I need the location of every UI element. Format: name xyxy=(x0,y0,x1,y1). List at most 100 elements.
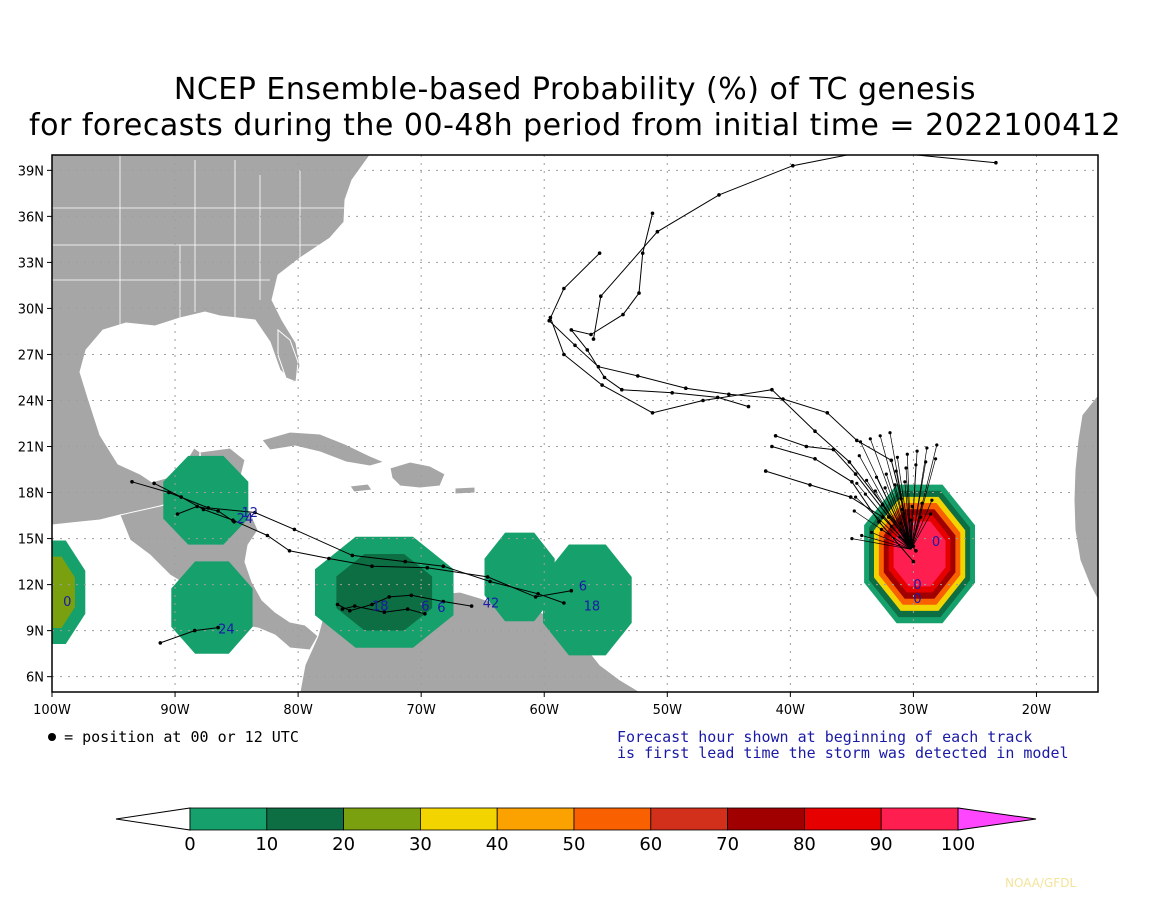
track-dot xyxy=(865,478,869,482)
track-dot xyxy=(562,352,566,357)
track-dot xyxy=(888,431,892,435)
probability-contour xyxy=(543,544,632,656)
track-dot xyxy=(919,515,923,519)
track-dot xyxy=(327,556,331,561)
track-dot xyxy=(907,544,912,548)
lat-label: 9N xyxy=(26,625,44,640)
track-dot xyxy=(879,527,884,532)
track-dot xyxy=(469,604,474,608)
track-dot xyxy=(684,386,688,391)
track-dot xyxy=(589,332,593,337)
track-dot xyxy=(873,489,877,493)
track-dot xyxy=(192,628,197,633)
track-dot xyxy=(547,318,551,323)
storm-track xyxy=(861,535,912,550)
track-dot xyxy=(905,536,910,541)
track-dot xyxy=(934,457,938,461)
track-dot xyxy=(701,398,705,403)
track-dot xyxy=(599,294,603,299)
track-dot xyxy=(899,496,903,501)
track-dot xyxy=(370,564,374,568)
track-dot xyxy=(130,480,134,484)
track-dot xyxy=(636,374,640,378)
track-dot xyxy=(791,163,795,168)
track-dot xyxy=(548,315,553,320)
track-dot xyxy=(909,518,913,522)
colorbar-tick-label: 80 xyxy=(793,834,816,855)
track-dot xyxy=(925,446,929,450)
track-dot xyxy=(485,575,490,579)
storm-track xyxy=(871,532,912,550)
track-dot xyxy=(857,454,861,458)
lon-label: 20W xyxy=(1022,703,1052,718)
track-dot xyxy=(858,440,863,444)
track-dot xyxy=(831,447,836,452)
map-frame xyxy=(51,154,1099,693)
track-dot xyxy=(597,251,602,255)
track-dot xyxy=(854,495,858,499)
colorbar-segment xyxy=(880,807,959,831)
track-dot xyxy=(591,337,596,341)
probability-contour xyxy=(336,554,433,631)
track-dot xyxy=(867,149,871,153)
storm-track xyxy=(910,513,931,550)
track-hour-label: 24 xyxy=(237,512,254,527)
track-dot xyxy=(904,466,908,470)
track-dot xyxy=(855,481,859,485)
storm-track xyxy=(911,155,996,164)
chart-title-line1: NCEP Ensemble-based Probability (%) of T… xyxy=(173,72,977,107)
track-dot xyxy=(880,515,885,519)
storm-track xyxy=(910,461,927,550)
track-dot xyxy=(596,364,601,369)
colorbar-segment xyxy=(496,807,575,831)
track-dot xyxy=(562,286,566,291)
puerto-rico-island xyxy=(454,486,476,495)
storm-track xyxy=(910,444,938,550)
track-dot xyxy=(348,608,352,613)
storm-track xyxy=(860,441,912,550)
track-dot xyxy=(863,492,868,496)
track-dot xyxy=(850,480,854,484)
colorbar-segment xyxy=(804,807,882,831)
track-dot xyxy=(889,524,893,528)
lon-label: 60W xyxy=(530,703,560,718)
colorbar xyxy=(115,807,1037,831)
lat-label: 21N xyxy=(18,441,44,456)
lat-lon-grid xyxy=(52,155,1098,692)
lon-label: 70W xyxy=(406,703,436,718)
track-dot xyxy=(152,481,156,486)
track-hour-label: 18 xyxy=(584,600,601,615)
track-dot xyxy=(883,486,887,490)
track-dot xyxy=(899,521,903,525)
colorbar-tick-label: 70 xyxy=(716,834,739,855)
track-position-dots xyxy=(130,149,998,645)
track-dot xyxy=(640,251,645,255)
track-dot xyxy=(874,475,879,479)
track-dot xyxy=(804,444,809,449)
track-hour-label: 24 xyxy=(218,623,235,638)
colorbar-tick-label: 0 xyxy=(184,834,195,855)
track-dot xyxy=(852,509,856,513)
lon-label: 90W xyxy=(160,703,190,718)
lat-label: 6N xyxy=(26,671,44,686)
track-hour-label: 0 xyxy=(932,535,940,550)
probability-contour xyxy=(484,532,555,622)
track-dot xyxy=(746,404,751,409)
track-dot xyxy=(773,434,778,438)
hispaniola-island xyxy=(389,461,446,489)
track-dot xyxy=(602,375,607,380)
lon-label: 40W xyxy=(776,703,806,718)
track-dot xyxy=(533,595,538,599)
storm-track xyxy=(910,500,933,550)
track-dot xyxy=(216,509,220,513)
storm-track xyxy=(869,438,912,550)
track-dot xyxy=(403,559,408,564)
storm-track xyxy=(593,155,850,340)
track-dot xyxy=(898,535,902,539)
track-dot xyxy=(920,501,924,505)
lat-label: 36N xyxy=(18,210,44,225)
legend-dot-icon xyxy=(48,733,56,741)
track-dot xyxy=(423,612,427,616)
track-dot xyxy=(405,607,410,611)
track-dot xyxy=(825,411,830,415)
